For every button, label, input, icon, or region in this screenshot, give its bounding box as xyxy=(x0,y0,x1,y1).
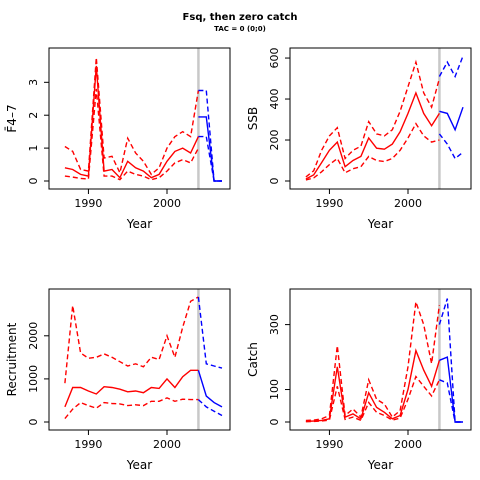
y-tick-label: 0 xyxy=(268,419,281,426)
projection-upper-line xyxy=(197,296,223,369)
projection-median-line xyxy=(439,356,463,423)
x-tick-label: 1990 xyxy=(315,438,343,451)
panel-catch: Year Catch 1990 2000 0 100 300 xyxy=(246,288,472,472)
y-tick-label: 400 xyxy=(268,89,281,110)
projection-upper-line xyxy=(438,55,464,79)
panel-recruitment: Year Recruitment 1990 2000 0 1000 2000 xyxy=(5,288,231,472)
y-tick-label: 200 xyxy=(268,130,281,151)
historical-lower-line xyxy=(64,397,199,420)
y-axis-label: F̄4–7 xyxy=(5,104,19,132)
figure-title: Fsq, then zero catch xyxy=(183,12,298,23)
historical-upper-line xyxy=(305,301,441,422)
projection-upper-line xyxy=(438,298,463,423)
y-axis-label: SSB xyxy=(246,107,260,130)
y-tick-label: 1000 xyxy=(27,365,40,393)
projection-upper-line xyxy=(198,89,222,182)
y-axis-label: Catch xyxy=(246,342,260,377)
projection-median-line xyxy=(198,116,222,182)
y-tick-label: 2000 xyxy=(27,322,40,350)
historical-median-line xyxy=(305,348,441,423)
y-tick-label: 1 xyxy=(27,145,40,152)
x-tick-label: 2000 xyxy=(394,197,422,210)
panel-ssb: Year SSB 1990 2000 0 200 400 600 xyxy=(246,47,472,231)
historical-lower-line xyxy=(64,88,200,181)
historical-upper-line xyxy=(64,296,199,384)
x-tick-label: 1990 xyxy=(74,197,102,210)
plot-frame xyxy=(48,288,231,431)
historical-median-line xyxy=(64,65,200,179)
projection-median-line xyxy=(197,370,223,408)
projection-lower-line xyxy=(438,133,464,160)
x-tick-label: 1990 xyxy=(74,438,102,451)
x-tick-label: 2000 xyxy=(153,197,181,210)
y-tick-label: 0 xyxy=(27,178,40,185)
historical-upper-line xyxy=(64,57,200,176)
x-axis-label: Year xyxy=(367,458,393,472)
plot-frame xyxy=(289,47,472,190)
projection-lower-line xyxy=(197,399,223,417)
y-tick-label: 100 xyxy=(268,379,281,400)
plot-frame xyxy=(48,47,231,190)
x-tick-label: 2000 xyxy=(153,438,181,451)
y-tick-label: 2 xyxy=(27,112,40,119)
historical-lower-line xyxy=(305,122,440,181)
figure-subtitle: TAC = 0 (0;0) xyxy=(214,25,266,33)
y-axis-label: Recruitment xyxy=(5,322,19,396)
historical-upper-line xyxy=(305,59,441,178)
panel-fbar: Year F̄4–7 1990 2000 0 1 2 3 xyxy=(5,47,231,231)
x-tick-label: 1990 xyxy=(315,197,343,210)
x-axis-label: Year xyxy=(126,217,152,231)
projection-median-line xyxy=(439,106,464,132)
historical-median-line xyxy=(305,90,440,180)
y-tick-label: 3 xyxy=(27,79,40,86)
plot-frame xyxy=(289,288,472,431)
y-tick-label: 300 xyxy=(268,314,281,335)
x-axis-label: Year xyxy=(367,217,393,231)
historical-median-line xyxy=(64,369,199,408)
y-tick-label: 600 xyxy=(268,48,281,69)
x-axis-label: Year xyxy=(126,458,152,472)
x-tick-label: 2000 xyxy=(394,438,422,451)
y-tick-label: 0 xyxy=(27,419,40,426)
y-tick-label: 0 xyxy=(268,178,281,185)
